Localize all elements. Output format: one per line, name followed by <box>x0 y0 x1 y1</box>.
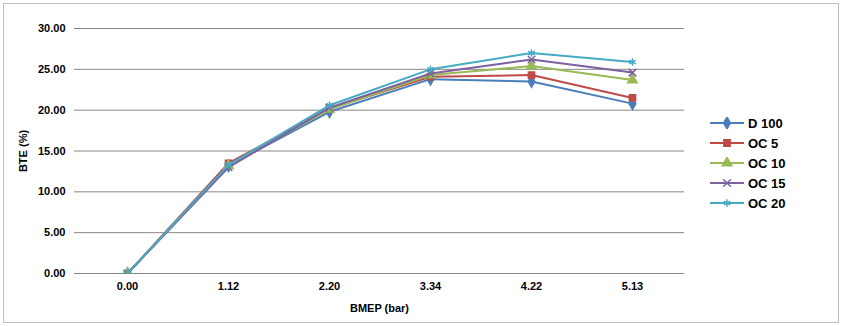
svg-text:BTE (%): BTE (%) <box>17 130 29 173</box>
html-text:OC 15: OC 15 <box>748 175 786 191</box>
svg-text:25.00: 25.00 <box>38 63 66 75</box>
svg-text:3.34: 3.34 <box>420 280 442 292</box>
svg-text:1.12: 1.12 <box>218 280 239 292</box>
html-text:D 100: D 100 <box>748 115 783 131</box>
html-text:OC 20: OC 20 <box>748 195 786 211</box>
svg-text:30.00: 30.00 <box>38 22 66 34</box>
svg-text:5.13: 5.13 <box>622 280 643 292</box>
svg-text:20.00: 20.00 <box>38 104 66 116</box>
svg-text:0.00: 0.00 <box>44 267 65 279</box>
html-text:OC 10: OC 10 <box>748 155 786 171</box>
html-text:OC 5: OC 5 <box>748 135 779 151</box>
svg-text:15.00: 15.00 <box>38 145 66 157</box>
svg-text:BMEP (bar): BMEP (bar) <box>350 302 409 314</box>
svg-text:2.20: 2.20 <box>319 280 340 292</box>
svg-text:4.22: 4.22 <box>521 280 542 292</box>
svg-text:10.00: 10.00 <box>38 185 66 197</box>
svg-text:0.00: 0.00 <box>117 280 138 292</box>
svg-text:5.00: 5.00 <box>44 226 65 238</box>
